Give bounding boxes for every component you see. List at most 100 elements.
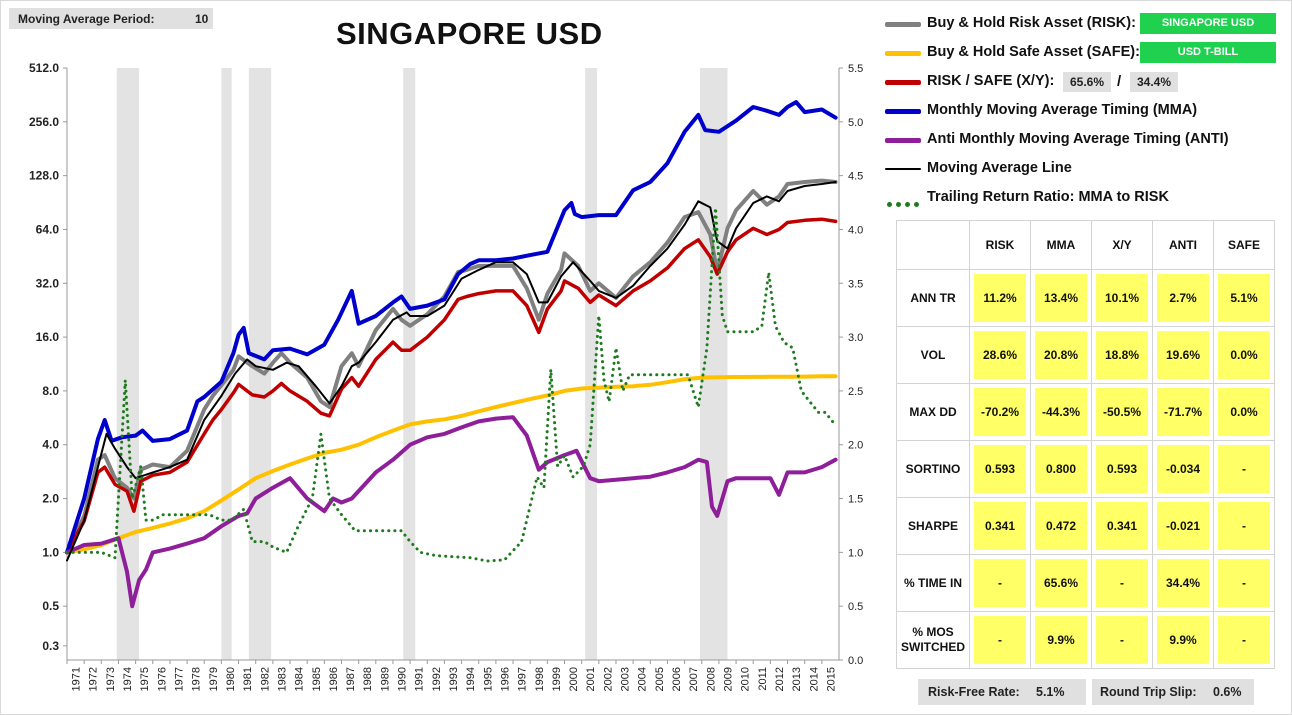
- x-tick-label: 1990: [397, 667, 409, 691]
- x-tick-label: 1994: [465, 667, 477, 691]
- x-tick-label: 1971: [71, 667, 83, 691]
- stats-cell: 19.6%: [1152, 326, 1214, 384]
- stats-value: -70.2%: [974, 388, 1026, 436]
- y-right-tick-label: 0.5: [848, 601, 863, 613]
- stats-row-label: SORTINO: [896, 440, 970, 498]
- y-left-tick-label: 256.0: [29, 115, 59, 129]
- legend-ratio-swatch: [887, 195, 923, 211]
- stats-value: -71.7%: [1157, 388, 1209, 436]
- legend-xy-label: RISK / SAFE (X/Y):: [927, 73, 1055, 89]
- stats-cell: 0.472: [1030, 497, 1092, 555]
- stats-row: % MOS SWITCHED -9.9% -9.9% -: [896, 611, 1275, 669]
- legend-mma-label: Monthly Moving Average Timing (MMA): [927, 102, 1198, 118]
- stats-cell: 11.2%: [969, 269, 1031, 327]
- x-tick-label: 1987: [345, 667, 357, 691]
- stats-value: 11.2%: [974, 274, 1026, 322]
- stats-cell: 34.4%: [1152, 554, 1214, 612]
- x-tick-label: 1989: [379, 667, 391, 691]
- stats-cell: -0.034: [1152, 440, 1214, 498]
- x-tick-label: 1973: [105, 667, 117, 691]
- x-tick-label: 1974: [122, 667, 134, 691]
- x-tick-label: 1980: [225, 667, 237, 691]
- stats-cell: -: [1213, 497, 1275, 555]
- stats-value: -: [1096, 616, 1148, 664]
- x-tick-label: 2013: [791, 667, 803, 691]
- x-tick-label: 1988: [362, 667, 374, 691]
- stats-value: -: [1218, 616, 1270, 664]
- stats-row-label: MAX DD: [896, 383, 970, 441]
- stats-cell: -70.2%: [969, 383, 1031, 441]
- series-line-risk: [65, 178, 838, 555]
- period-value: 10: [195, 12, 209, 26]
- series-line-ratio: [65, 206, 836, 563]
- y-right-tick-label: 2.5: [848, 386, 863, 398]
- stats-row: ANN TR 11.2% 13.4% 10.1% 2.7% 5.1%: [896, 269, 1275, 327]
- stats-value: -: [1218, 502, 1270, 550]
- stats-value: 34.4%: [1157, 559, 1209, 607]
- stats-cell: -: [1213, 440, 1275, 498]
- stats-cell: 13.4%: [1030, 269, 1092, 327]
- x-tick-label: 2009: [722, 667, 734, 691]
- y-right-tick-label: 5.0: [848, 117, 863, 129]
- stats-cell: 0.0%: [1213, 326, 1275, 384]
- safe-asset-tag: USD T-BILL: [1140, 42, 1276, 63]
- stats-cell: 18.8%: [1091, 326, 1153, 384]
- stats-cell: 5.1%: [1213, 269, 1275, 327]
- stats-cell: 9.9%: [1152, 611, 1214, 669]
- x-tick-label: 1999: [551, 667, 563, 691]
- y-right-tick-label: 1.5: [848, 494, 863, 506]
- stats-cell: 0.341: [1091, 497, 1153, 555]
- stats-cell: 9.9%: [1030, 611, 1092, 669]
- x-tick-label: 2002: [602, 667, 614, 691]
- series-line-safe: [65, 374, 838, 555]
- x-tick-label: 1993: [448, 667, 460, 691]
- stats-value: 0.341: [974, 502, 1026, 550]
- stats-row-label: % MOS SWITCHED: [896, 611, 970, 669]
- stats-value: 0.472: [1035, 502, 1087, 550]
- stats-value: -: [1096, 559, 1148, 607]
- legend-anti-swatch: [885, 138, 921, 143]
- y-right-tick-label: 3.0: [848, 332, 863, 344]
- stats-value: 19.6%: [1157, 331, 1209, 379]
- recession-band: [403, 68, 416, 660]
- x-tick-label: 2010: [740, 667, 752, 691]
- x-tick-label: 1998: [534, 667, 546, 691]
- stats-cell: -: [1091, 611, 1153, 669]
- x-tick-label: 1978: [191, 667, 203, 691]
- legend-risk-swatch: [885, 22, 921, 27]
- col-header: SAFE: [1213, 220, 1275, 270]
- y-right-tick-label: 5.5: [848, 63, 863, 75]
- y-left-tick-label: 2.0: [42, 492, 59, 506]
- stats-value: -: [1218, 559, 1270, 607]
- round-trip-slip-label: Round Trip Slip:: [1100, 685, 1197, 699]
- stats-value: 13.4%: [1035, 274, 1087, 322]
- stats-cell: 10.1%: [1091, 269, 1153, 327]
- stats-value: 20.8%: [1035, 331, 1087, 379]
- stats-value: -0.021: [1157, 502, 1209, 550]
- legend-ratio-label: Trailing Return Ratio: MMA to RISK: [927, 189, 1169, 205]
- x-tick-label: 1975: [139, 667, 151, 691]
- stats-value: 0.341: [1096, 502, 1148, 550]
- x-tick-label: 1972: [88, 667, 100, 691]
- stats-value: -: [974, 616, 1026, 664]
- stats-cell: 0.593: [969, 440, 1031, 498]
- x-tick-label: 1995: [482, 667, 494, 691]
- stats-value: -: [974, 559, 1026, 607]
- col-header: RISK: [969, 220, 1031, 270]
- stats-cell: -: [1213, 554, 1275, 612]
- stats-cell: 28.6%: [969, 326, 1031, 384]
- legend-xy-swatch: [885, 80, 921, 85]
- stats-table: RISK MMA X/Y ANTI SAFE ANN TR 11.2% 13.4% 1…: [896, 220, 1275, 669]
- stats-row: SHARPE 0.341 0.472 0.341 -0.021-: [896, 497, 1275, 555]
- stats-value: 65.6%: [1035, 559, 1087, 607]
- stats-cell: 0.800: [1030, 440, 1092, 498]
- y-right-tick-label: 4.0: [848, 224, 863, 236]
- x-tick-label: 2005: [654, 667, 666, 691]
- line-chart: 512.0 256.0 128.0 64.0 32.0 16.0 8.0 4.0 2.0 1.0 0…: [29, 61, 863, 691]
- x-tick-label: 2006: [671, 667, 683, 691]
- y-left-tick-label: 8.0: [42, 384, 59, 398]
- stats-value: 0.0%: [1218, 388, 1270, 436]
- x-tick-label: 2012: [774, 667, 786, 691]
- stats-value: 0.593: [1096, 445, 1148, 493]
- x-tick-label: 2001: [585, 667, 597, 691]
